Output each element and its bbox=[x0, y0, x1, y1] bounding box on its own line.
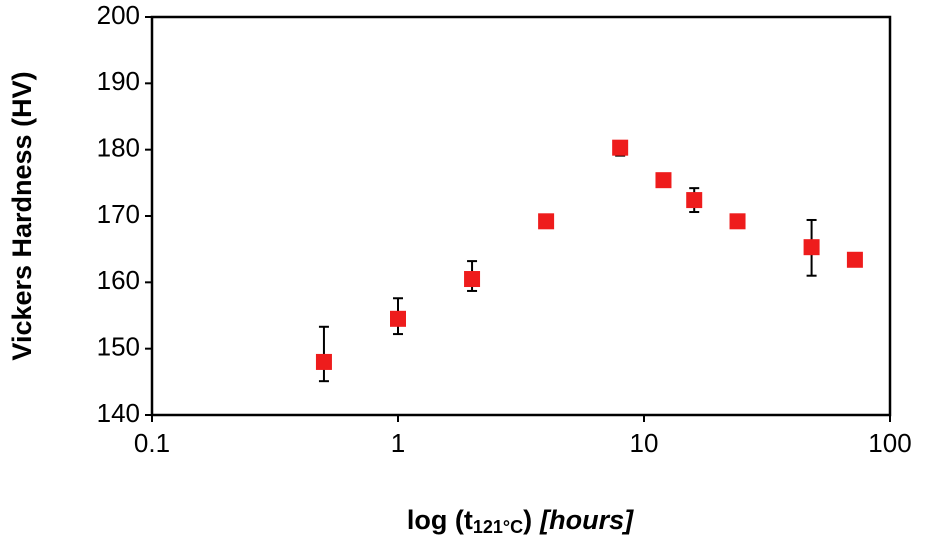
x-tick-label: 1 bbox=[391, 428, 405, 458]
y-tick-label: 150 bbox=[97, 332, 140, 362]
y-axis-title: Vickers Hardness (HV) bbox=[7, 71, 37, 360]
x-title-subscript: 121°C bbox=[473, 517, 523, 537]
point bbox=[803, 239, 820, 256]
y-tick-label: 170 bbox=[97, 199, 140, 229]
point bbox=[315, 353, 332, 370]
point bbox=[846, 251, 863, 268]
y-tick-label: 200 bbox=[97, 0, 140, 30]
x-title-unit: [hours] bbox=[539, 505, 634, 535]
x-tick-label: 10 bbox=[630, 428, 659, 458]
x-tick-label: 100 bbox=[868, 428, 911, 458]
y-tick-label: 160 bbox=[97, 265, 140, 295]
point bbox=[538, 213, 555, 230]
x-title-part: log (t bbox=[407, 505, 473, 535]
y-tick-label: 180 bbox=[97, 133, 140, 163]
y-tick-label: 140 bbox=[97, 398, 140, 428]
point bbox=[390, 310, 406, 327]
x-tick-label: 0.1 bbox=[134, 428, 170, 458]
point bbox=[729, 213, 746, 230]
point bbox=[686, 192, 703, 209]
point bbox=[612, 139, 629, 156]
plot-frame bbox=[150, 15, 892, 417]
point bbox=[655, 172, 672, 189]
y-tick-label: 190 bbox=[97, 66, 140, 96]
point bbox=[464, 271, 481, 288]
x-axis-title: log (t121°C) [hours] bbox=[407, 505, 634, 537]
x-title-part: ) bbox=[523, 505, 532, 535]
